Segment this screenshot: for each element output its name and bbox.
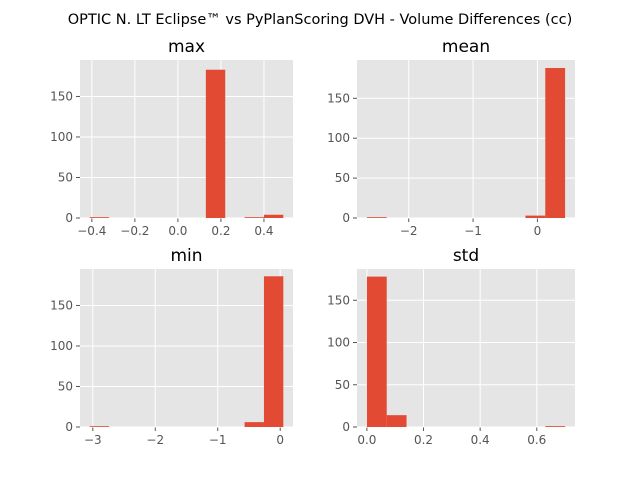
y-tick-label: 0 xyxy=(342,420,350,434)
x-tick-label: 0.0 xyxy=(168,224,187,238)
x-tick-label: 0.2 xyxy=(211,224,230,238)
y-tick-label: 50 xyxy=(335,171,350,185)
histogram-bar xyxy=(545,426,566,427)
x-tick-label: 0.6 xyxy=(527,433,546,447)
y-tick-label: 150 xyxy=(50,298,73,312)
histogram-bar xyxy=(366,217,387,218)
y-tick-label: 50 xyxy=(335,378,350,392)
histogram-bar xyxy=(386,415,407,427)
y-tick-label: 100 xyxy=(50,130,73,144)
plot-area xyxy=(357,60,575,218)
histogram-bar xyxy=(89,426,110,427)
x-tick-label: −2 xyxy=(146,433,164,447)
histogram-bar xyxy=(89,217,110,218)
subplot-title: max xyxy=(168,37,205,57)
x-tick-label: 0.2 xyxy=(414,433,433,447)
y-tick-label: 150 xyxy=(327,91,350,105)
y-tick-label: 150 xyxy=(50,89,73,103)
x-tick-label: −1 xyxy=(464,224,482,238)
y-tick-label: 100 xyxy=(327,131,350,145)
x-tick-label: −3 xyxy=(84,433,102,447)
y-tick-label: 100 xyxy=(50,339,73,353)
subplot-title: mean xyxy=(442,37,490,57)
y-tick-label: 100 xyxy=(327,336,350,350)
histogram-bar xyxy=(366,276,387,427)
x-tick-label: 0 xyxy=(534,224,542,238)
x-tick-label: 0.0 xyxy=(357,433,376,447)
histogram-bar xyxy=(205,69,226,218)
subplot-min: −3 −2 −1 0 0 50 100 150 min xyxy=(50,246,293,447)
x-tick-label: −1 xyxy=(209,433,227,447)
histogram-bar xyxy=(525,215,546,218)
plot-area xyxy=(357,269,575,427)
histogram-bar xyxy=(545,67,566,218)
subplot-std: 0.0 0.2 0.4 0.6 0 50 100 150 std xyxy=(327,246,575,447)
plot-area xyxy=(80,60,293,218)
x-tick-label: 0.4 xyxy=(471,433,490,447)
y-tick-label: 0 xyxy=(65,211,73,225)
x-tick-label: −0.2 xyxy=(120,224,149,238)
y-tick-label: 50 xyxy=(58,379,73,393)
figure-suptitle: OPTIC N. LT Eclipse™ vs PyPlanScoring DV… xyxy=(68,12,572,28)
x-tick-label: 0.4 xyxy=(254,224,273,238)
x-tick-label: 0 xyxy=(276,433,284,447)
y-tick-label: 0 xyxy=(342,211,350,225)
y-tick-label: 0 xyxy=(65,420,73,434)
y-tick-label: 50 xyxy=(58,170,73,184)
histogram-bar xyxy=(263,214,284,218)
histogram-bar xyxy=(244,217,264,218)
subplot-max: −0.4 −0.2 0.0 0.2 0.4 0 50 100 150 max xyxy=(50,37,293,238)
subplot-title: std xyxy=(453,246,479,266)
plot-area xyxy=(80,269,293,427)
histogram-bar xyxy=(263,276,284,427)
histogram-bar xyxy=(244,422,264,427)
subplot-mean: −2 −1 0 0 50 100 150 mean xyxy=(327,37,575,238)
y-tick-label: 150 xyxy=(327,293,350,307)
subplot-title: min xyxy=(170,246,202,266)
x-tick-label: −2 xyxy=(400,224,418,238)
x-tick-label: −0.4 xyxy=(77,224,106,238)
